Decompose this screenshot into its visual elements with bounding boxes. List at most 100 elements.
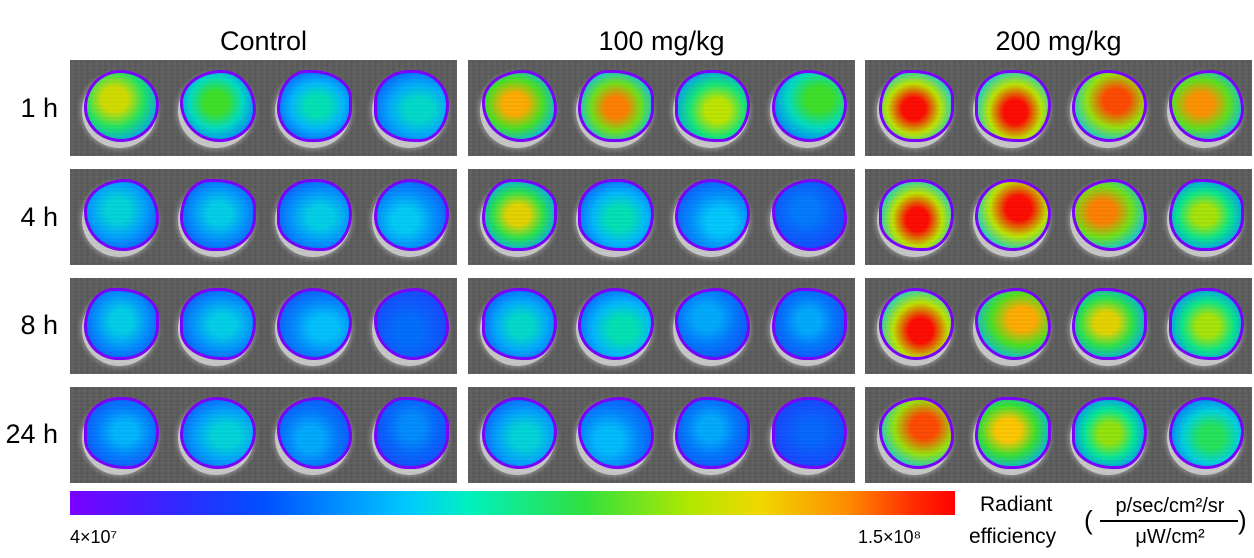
image-panel-100mgkg-8h xyxy=(468,278,855,374)
tumor-image xyxy=(1059,387,1156,483)
image-panel-200mgkg-4h xyxy=(865,169,1252,265)
fluorescence-signal xyxy=(1072,70,1148,142)
tumor-image xyxy=(1155,60,1252,156)
unit-numerator: p/sec/cm²/sr xyxy=(1115,495,1225,517)
colorbar-min-label: 4×10⁷ xyxy=(70,527,118,547)
fluorescence-signal xyxy=(180,288,256,360)
fluorescence-signal xyxy=(771,179,848,251)
colorbar-title-radiant: Radiant xyxy=(980,493,1053,516)
radiant-efficiency-colorbar xyxy=(70,491,955,515)
tumor-image xyxy=(962,169,1059,265)
fluorescence-signal xyxy=(373,397,450,469)
fluorescence-signal xyxy=(373,179,450,251)
fluorescence-signal xyxy=(578,397,654,469)
tumor-image xyxy=(565,278,662,374)
fluorescence-signal xyxy=(481,70,557,142)
tumor-image xyxy=(264,387,361,483)
tumor-image xyxy=(468,169,565,265)
tumor-image xyxy=(1155,387,1252,483)
fluorescence-signal xyxy=(277,397,353,469)
tumor-image xyxy=(758,60,855,156)
unit-fraction-bar xyxy=(1100,520,1238,522)
fluorescence-signal xyxy=(878,179,954,251)
fluorescence-signal xyxy=(675,70,751,142)
fluorescence-signal xyxy=(675,288,751,360)
fluorescence-signal xyxy=(83,179,159,251)
tumor-image xyxy=(167,60,264,156)
fluorescence-signal xyxy=(481,288,557,360)
fluorescence-signal xyxy=(180,397,256,469)
tumor-image xyxy=(360,387,457,483)
fluorescence-signal xyxy=(83,288,159,360)
fluorescence-signal xyxy=(1072,288,1148,360)
tumor-image xyxy=(360,169,457,265)
fluorescence-signal xyxy=(83,70,159,142)
fluorescence-signal xyxy=(975,397,1051,469)
fluorescence-signal xyxy=(578,70,654,142)
tumor-image xyxy=(468,60,565,156)
timepoint-label-8h: 8 h xyxy=(20,310,58,340)
fluorescence-signal xyxy=(878,70,954,142)
tumor-image xyxy=(565,387,662,483)
tumor-image xyxy=(264,60,361,156)
tumor-image xyxy=(1059,278,1156,374)
image-panel-200mgkg-24h xyxy=(865,387,1252,483)
fluorescence-signal xyxy=(277,70,353,142)
tumor-image xyxy=(662,60,759,156)
tumor-image xyxy=(1059,169,1156,265)
fluorescence-signal xyxy=(675,397,751,469)
image-panel-control-8h xyxy=(70,278,457,374)
image-panel-control-4h xyxy=(70,169,457,265)
tumor-image xyxy=(1155,169,1252,265)
fluorescence-signal xyxy=(277,288,353,360)
fluorescence-signal xyxy=(373,70,450,142)
fluorescence-signal xyxy=(277,179,353,251)
fluorescence-signal xyxy=(771,397,848,469)
tumor-image xyxy=(865,387,962,483)
tumor-image xyxy=(962,387,1059,483)
tumor-image xyxy=(865,169,962,265)
timepoint-label-24h: 24 h xyxy=(5,419,58,449)
unit-denominator: μW/cm² xyxy=(1135,526,1205,548)
tumor-image xyxy=(468,278,565,374)
fluorescence-signal xyxy=(675,179,751,251)
fluorescence-signal xyxy=(771,288,848,360)
fluorescence-signal xyxy=(1168,179,1245,251)
tumor-image xyxy=(662,387,759,483)
fluorescence-signal xyxy=(1168,70,1245,142)
colorbar-max-label: 1.5×10⁸ xyxy=(858,527,922,547)
unit-open-paren: ( xyxy=(1084,505,1093,535)
tumor-image xyxy=(264,278,361,374)
image-panel-200mgkg-8h xyxy=(865,278,1252,374)
tumor-image xyxy=(70,60,167,156)
tumor-image xyxy=(758,387,855,483)
tumor-image xyxy=(264,169,361,265)
tumor-image xyxy=(758,278,855,374)
tumor-image xyxy=(360,278,457,374)
fluorescence-signal xyxy=(878,288,954,360)
tumor-image xyxy=(70,278,167,374)
tumor-image xyxy=(167,278,264,374)
timepoint-label-4h: 4 h xyxy=(20,202,58,232)
tumor-image xyxy=(662,278,759,374)
image-panel-100mgkg-1h xyxy=(468,60,855,156)
tumor-image xyxy=(865,278,962,374)
tumor-image xyxy=(565,60,662,156)
tumor-image xyxy=(1155,278,1252,374)
fluorescence-signal xyxy=(975,288,1051,360)
image-panel-control-1h xyxy=(70,60,457,156)
fluorescence-signal xyxy=(1168,397,1245,469)
tumor-image xyxy=(758,169,855,265)
fluorescence-signal xyxy=(83,397,159,469)
tumor-image xyxy=(565,169,662,265)
fluorescence-signal xyxy=(481,397,557,469)
unit-close-paren: ) xyxy=(1238,505,1247,535)
tumor-image xyxy=(70,387,167,483)
fluorescence-signal xyxy=(975,179,1051,251)
fluorescence-signal xyxy=(878,397,954,469)
group-title-100mgkg: 100 mg/kg xyxy=(598,26,725,56)
fluorescence-signal xyxy=(975,70,1051,142)
group-title-200mgkg: 200 mg/kg xyxy=(995,26,1122,56)
tumor-image xyxy=(662,169,759,265)
tumor-image xyxy=(167,169,264,265)
